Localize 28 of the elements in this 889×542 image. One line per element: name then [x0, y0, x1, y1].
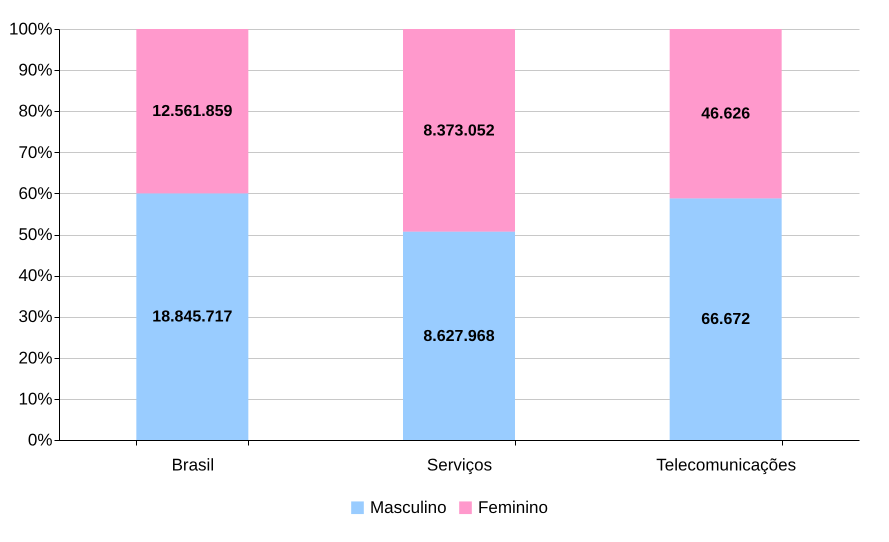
bar: [403, 29, 515, 232]
legend-label: Masculino: [370, 498, 447, 517]
legend-label: Feminino: [478, 498, 548, 517]
bar: [136, 29, 248, 194]
annotation: 46.626: [701, 106, 750, 123]
y-tick-label: 50%: [18, 225, 52, 244]
y-tick-label: 70%: [18, 142, 52, 162]
y-tick-label: 40%: [18, 266, 52, 286]
y-tick-label: 100%: [9, 20, 52, 38]
y-tick-label: 80%: [18, 102, 52, 121]
y-tick-label: 10%: [18, 389, 52, 408]
y-tick-label: 90%: [18, 60, 52, 80]
y-tick-label: 30%: [18, 307, 52, 326]
annotation: 12.561.859: [152, 103, 232, 120]
x-tick-label: Serviços: [426, 456, 492, 474]
bar: [670, 29, 782, 198]
y-tick-label: 0%: [28, 430, 52, 450]
annotation: 8.627.968: [423, 328, 495, 345]
annotation: 66.672: [701, 311, 750, 328]
bar: [670, 198, 782, 440]
bar: [136, 193, 248, 440]
x-tick-label: Telecomunicações: [656, 456, 796, 474]
y-tick-label: 20%: [18, 348, 52, 368]
bar: [403, 232, 515, 440]
x-tick-label: Brasil: [172, 456, 214, 474]
annotation: 8.373.052: [423, 122, 495, 140]
annotation: 18.845.717: [152, 308, 232, 326]
y-tick-label: 60%: [18, 184, 52, 203]
